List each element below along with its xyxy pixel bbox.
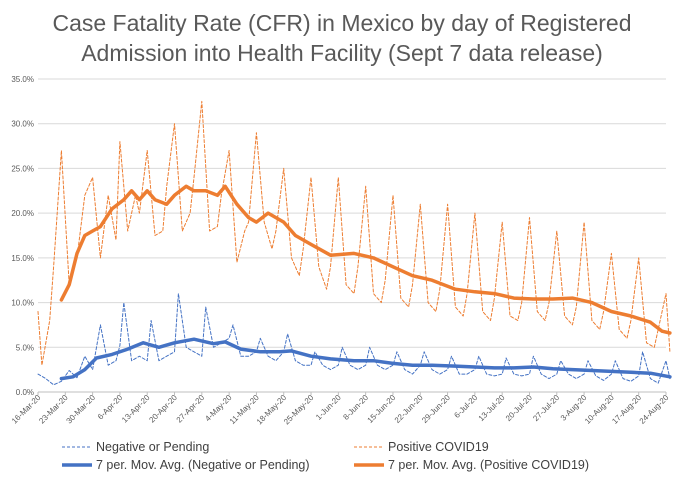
y-tick-label: 0.0% xyxy=(16,388,34,397)
legend-label: 7 per. Mov. Avg. (Negative or Pending) xyxy=(96,458,310,472)
x-tick-label: 13-Jul-20 xyxy=(477,393,507,423)
x-tick-label: 20-Apr-20 xyxy=(147,393,179,425)
x-tick-label: 27-Jul-20 xyxy=(531,393,561,423)
x-tick-label: 6-Jul-20 xyxy=(452,393,479,420)
series-line-3 xyxy=(59,337,672,381)
chart-title-line-1: Case Fatality Rate (CFR) in Mexico by da… xyxy=(52,10,632,36)
x-tick-label: 25-May-20 xyxy=(282,393,316,427)
x-tick-label: 30-Mar-20 xyxy=(65,393,98,426)
y-tick-label: 15.0% xyxy=(11,254,34,263)
y-tick-label: 5.0% xyxy=(16,343,34,352)
x-tick-label: 29-Jun-20 xyxy=(420,393,452,425)
y-tick-label: 25.0% xyxy=(11,164,34,173)
x-tick-label: 13-Apr-20 xyxy=(120,393,152,425)
x-tick-label: 24-Aug-20 xyxy=(638,393,671,426)
x-tick-label: 15-Jun-20 xyxy=(366,393,398,425)
legend-label: Negative or Pending xyxy=(96,440,209,454)
x-tick-label: 1-Jun-20 xyxy=(314,393,343,422)
legend-label: 7 per. Mov. Avg. (Positive COVID19) xyxy=(388,458,589,472)
x-tick-label: 27-Apr-20 xyxy=(175,393,207,425)
y-tick-label: 20.0% xyxy=(11,209,34,218)
y-tick-label: 30.0% xyxy=(11,120,34,129)
series-line-4 xyxy=(59,184,672,335)
y-tick-label: 10.0% xyxy=(11,299,34,308)
y-tick-label: 35.0% xyxy=(11,75,34,84)
legend-label: Positive COVID19 xyxy=(388,440,489,454)
chart-title-line-2: Admission into Health Facility (Sept 7 d… xyxy=(81,40,603,66)
series-line-2 xyxy=(37,100,671,366)
x-tick-label: 22-Jun-20 xyxy=(393,393,425,425)
x-tick-label: 20-Jul-20 xyxy=(504,393,534,423)
chart-title: Case Fatality Rate (CFR) in Mexico by da… xyxy=(0,8,684,68)
